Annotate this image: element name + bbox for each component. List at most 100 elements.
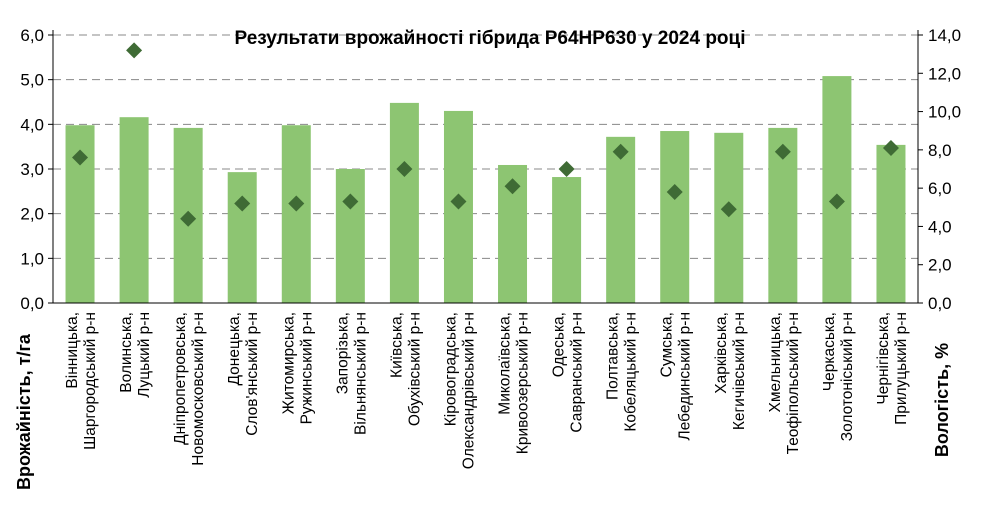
- y2-axis-label: Вологість, %: [932, 343, 952, 457]
- category-label-line: Волинська,: [118, 312, 135, 393]
- y-tick-label: 0,0: [20, 294, 44, 313]
- category-label-line: Харківська,: [713, 312, 730, 394]
- moisture-point: [774, 143, 791, 160]
- category-label-line: Вінницька,: [64, 312, 81, 389]
- moisture-point: [612, 143, 629, 160]
- category-label-line: Слов'янський р-н: [244, 312, 261, 436]
- yield-bar: [714, 132, 744, 303]
- category-label: Харківська,Кегичівський р-н: [713, 312, 748, 430]
- category-label: Кіровоградська,Олександрівський р-н: [442, 312, 477, 469]
- y-tick-label: 3,0: [20, 160, 44, 179]
- category-label-line: Луцький р-н: [136, 312, 153, 398]
- category-label: Одеська,Савранський р-н: [551, 312, 586, 433]
- chart-title: Результати врожайності гібрида P64HP630 …: [235, 28, 746, 49]
- category-label-line: Житомирська,: [280, 312, 297, 414]
- category-label: Донецька,Слов'янський р-н: [226, 312, 261, 436]
- category-label-line: Кегичівський р-н: [731, 312, 748, 430]
- y-tick-label: 6,0: [20, 26, 44, 45]
- yield-bar: [335, 169, 365, 303]
- yield-bar: [389, 102, 419, 303]
- y-axis-label: Врожайність, т/га: [14, 333, 34, 490]
- moisture-point: [666, 183, 683, 200]
- yield-bar: [660, 131, 690, 303]
- y2-tick-label: 0,0: [928, 294, 952, 313]
- yield-bar: [876, 144, 906, 303]
- category-label: Сумська,Лебединський р-н: [659, 312, 694, 440]
- y2-tick-label: 12,0: [928, 64, 961, 83]
- y-tick-label: 4,0: [20, 115, 44, 134]
- category-label-line: Миколаївська,: [497, 312, 514, 415]
- y2-tick-label: 10,0: [928, 103, 961, 122]
- moisture-point: [882, 139, 899, 156]
- y-ticks: 0,0 1,0 2,0 3,0 4,0 5,0 6,0: [20, 26, 53, 313]
- category-label-line: Сумська,: [659, 312, 676, 377]
- moisture-point: [72, 149, 89, 166]
- category-label: Волинська,Луцький р-н: [118, 312, 153, 398]
- y2-tick-label: 4,0: [928, 217, 952, 236]
- category-label: Хмельницька,Теофіпольський р-н: [767, 312, 802, 454]
- yield-bar: [281, 125, 311, 303]
- moisture-series: [72, 42, 899, 227]
- category-label: Вінницька,Шаргородський р-н: [64, 312, 99, 450]
- category-label-line: Черкаська,: [821, 312, 838, 391]
- y2-tick-label: 8,0: [928, 141, 952, 160]
- moisture-point: [396, 161, 413, 177]
- category-label-line: Кобеляцький р-н: [623, 312, 640, 432]
- moisture-point: [288, 195, 305, 212]
- moisture-point: [126, 42, 143, 59]
- category-label-line: Запорізька,: [334, 312, 351, 394]
- moisture-point: [828, 193, 845, 210]
- category-label-line: Донецька,: [226, 312, 243, 385]
- category-label-line: Прилуцький р-н: [893, 312, 910, 425]
- yield-bar: [227, 172, 257, 303]
- category-label: Запорізька,Вільнянський р-н: [334, 312, 369, 435]
- moisture-point: [504, 178, 521, 195]
- category-label-line: Золотоніський р-н: [839, 312, 856, 441]
- moisture-point: [558, 161, 575, 177]
- bar-series: [65, 76, 906, 304]
- category-label: Полтавська,Кобеляцький р-н: [605, 312, 640, 432]
- category-label-line: Олександрівський р-н: [460, 312, 477, 469]
- y2-ticks: 0,0 2,0 4,0 6,0 8,0 10,0 12,0 14,0: [918, 26, 961, 313]
- category-label-line: Обухівський р-н: [406, 312, 423, 426]
- category-label: Чернігівська,Прилуцький р-н: [875, 312, 910, 425]
- yield-bar: [552, 177, 582, 303]
- category-labels: Вінницька,Шаргородський р-н Волинська,Луц…: [64, 312, 910, 469]
- moisture-point: [234, 195, 251, 212]
- category-label: Київська,Обухівський р-н: [388, 312, 423, 426]
- category-label-line: Теофіпольський р-н: [785, 312, 802, 454]
- category-label: Миколаївська,Кривоозерський р-н: [497, 312, 532, 454]
- category-label-line: Хмельницька,: [767, 312, 784, 412]
- category-label-line: Київська,: [388, 312, 405, 378]
- yield-bar: [822, 76, 852, 304]
- category-label: Черкаська,Золотоніський р-н: [821, 312, 856, 441]
- category-label-line: Шаргородський р-н: [82, 312, 99, 450]
- category-label-line: Чернігівська,: [875, 312, 892, 405]
- moisture-point: [342, 193, 359, 210]
- category-label-line: Кіровоградська,: [442, 312, 459, 426]
- moisture-point: [450, 193, 467, 210]
- moisture-point: [720, 201, 737, 218]
- category-label-line: Лебединський р-н: [677, 312, 694, 440]
- moisture-point: [180, 210, 197, 227]
- y-tick-label: 2,0: [20, 205, 44, 224]
- category-label: Дніпропетровська,Новомосковський р-н: [172, 312, 207, 466]
- category-label: Житомирська,Ружинський р-н: [280, 312, 315, 424]
- y2-tick-label: 14,0: [928, 26, 961, 45]
- category-label-line: Кривоозерський р-н: [515, 312, 532, 454]
- category-label-line: Дніпропетровська,: [172, 312, 189, 445]
- yield-bar: [119, 117, 149, 303]
- category-label-line: Одеська,: [551, 312, 568, 377]
- category-label-line: Новомосковський р-н: [190, 312, 207, 466]
- category-label-line: Полтавська,: [605, 312, 622, 400]
- yield-bar: [606, 136, 636, 303]
- y2-tick-label: 6,0: [928, 179, 952, 198]
- category-label-line: Ружинський р-н: [298, 312, 315, 424]
- y2-tick-label: 2,0: [928, 256, 952, 275]
- category-label-line: Савранський р-н: [569, 312, 586, 433]
- category-label-line: Вільнянський р-н: [352, 312, 369, 435]
- y-tick-label: 1,0: [20, 249, 44, 268]
- y-tick-label: 5,0: [20, 71, 44, 90]
